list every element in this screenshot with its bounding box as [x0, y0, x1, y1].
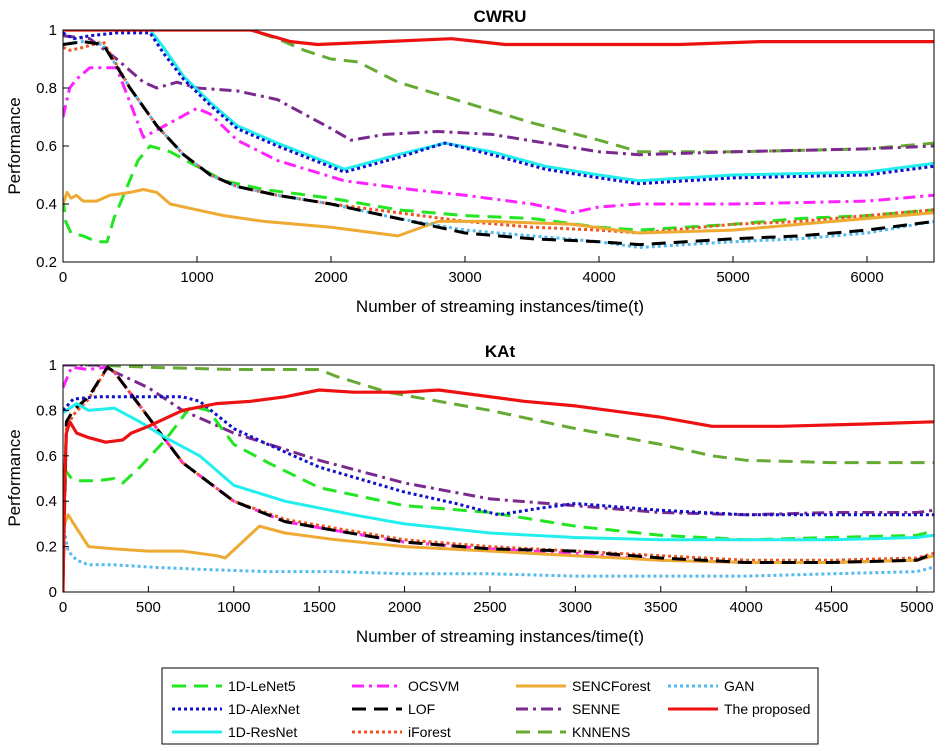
x-tick-label: 1000 [180, 269, 213, 286]
x-tick-label: 5000 [900, 599, 933, 616]
series-line-gan [63, 523, 934, 578]
legend-label: iForest [408, 724, 451, 740]
series-line-resnet [63, 30, 934, 183]
legend-item-lof: LOF [352, 701, 435, 717]
y-axis-label-cwru: Performance [5, 97, 24, 194]
legend-box [161, 667, 819, 745]
legend-item-proposed: The proposed [668, 701, 810, 717]
legend-label: OCSVM [408, 678, 459, 694]
series-line-knnens [63, 30, 934, 154]
y-tick-label: 0.8 [36, 80, 57, 97]
y-tick-label: 1 [49, 357, 57, 374]
x-tick-label: 3000 [448, 269, 481, 286]
legend-label: GAN [724, 678, 754, 694]
legend-item-sencforest: SENCForest [516, 678, 651, 694]
series-group [63, 30, 934, 249]
series-line-proposed [63, 388, 934, 592]
series-group [63, 365, 934, 592]
y-tick-label: 0.6 [36, 448, 57, 465]
chart-title-cwru: CWRU [474, 7, 527, 26]
series-line-senne [63, 34, 934, 157]
axes-frame [62, 364, 935, 593]
y-tick-label: 1 [49, 22, 57, 39]
x-tick-label: 3000 [559, 599, 592, 616]
y-tick-label: 0 [49, 584, 57, 601]
y-tick-label: 0.2 [36, 539, 57, 556]
legend-label: The proposed [724, 701, 810, 717]
legend: 1D-LeNet5 OCSVM SENCForest GAN 1D-AlexNet LOF… [161, 667, 819, 745]
y-tick-label: 0.4 [36, 493, 57, 510]
chart-title-kat: KAt [485, 342, 516, 361]
legend-label: SENNE [572, 701, 620, 717]
y-tick-label: 0.4 [36, 196, 57, 213]
series-line-lof [63, 365, 934, 581]
chart-kat: KAt Number of streaming instances/time(t… [5, 342, 935, 646]
series-line-iforest [63, 365, 934, 581]
x-tick-label: 2500 [473, 599, 506, 616]
legend-item-lenet5: 1D-LeNet5 [172, 678, 296, 694]
x-tick-label: 0 [59, 269, 67, 286]
series-line-resnet [63, 402, 934, 542]
legend-item-iforest: iForest [352, 724, 451, 740]
series-line-proposed [63, 30, 934, 47]
x-tick-label: 4500 [815, 599, 848, 616]
legend-label: KNNENS [572, 724, 630, 740]
x-tick-label: 1000 [217, 599, 250, 616]
x-tick-label: 0 [59, 599, 67, 616]
x-tick-label: 2000 [314, 269, 347, 286]
y-tick-label: 0.6 [36, 138, 57, 155]
legend-item-alexnet: 1D-AlexNet [172, 701, 300, 717]
series-line-knnens [63, 365, 934, 465]
chart-cwru: CWRU Number of streaming instances/time(… [5, 7, 935, 316]
legend-item-ocsvm: OCSVM [352, 678, 459, 694]
x-axis-label-cwru: Number of streaming instances/time(t) [356, 297, 644, 316]
x-tick-label: 4000 [582, 269, 615, 286]
legend-label: SENCForest [572, 678, 651, 694]
y-tick-label: 0.2 [36, 254, 57, 271]
series-line-alexnet [63, 31, 934, 186]
legend-item-gan: GAN [668, 678, 754, 694]
legend-item-senne: SENNE [516, 701, 620, 717]
series-line-alexnet [63, 395, 934, 517]
plot-area [63, 30, 934, 262]
x-axis-label-kat: Number of streaming instances/time(t) [356, 627, 644, 646]
x-tick-label: 5000 [716, 269, 749, 286]
y-tick-label: 0.8 [36, 402, 57, 419]
x-tick-label: 4000 [729, 599, 762, 616]
y-axis-label-kat: Performance [5, 429, 24, 526]
x-tick-label: 3500 [644, 599, 677, 616]
series-line-sencforest [63, 188, 934, 238]
legend-label: LOF [408, 701, 435, 717]
x-tick-label: 500 [136, 599, 161, 616]
x-tick-label: 6000 [850, 269, 883, 286]
legend-label: 1D-AlexNet [228, 701, 300, 717]
legend-item-knnens: KNNENS [516, 724, 630, 740]
legend-label: 1D-ResNet [228, 724, 297, 740]
x-tick-label: 2000 [388, 599, 421, 616]
legend-label: 1D-LeNet5 [228, 678, 296, 694]
legend-item-resnet: 1D-ResNet [172, 724, 297, 740]
series-line-lof [63, 40, 934, 247]
x-tick-label: 1500 [302, 599, 335, 616]
